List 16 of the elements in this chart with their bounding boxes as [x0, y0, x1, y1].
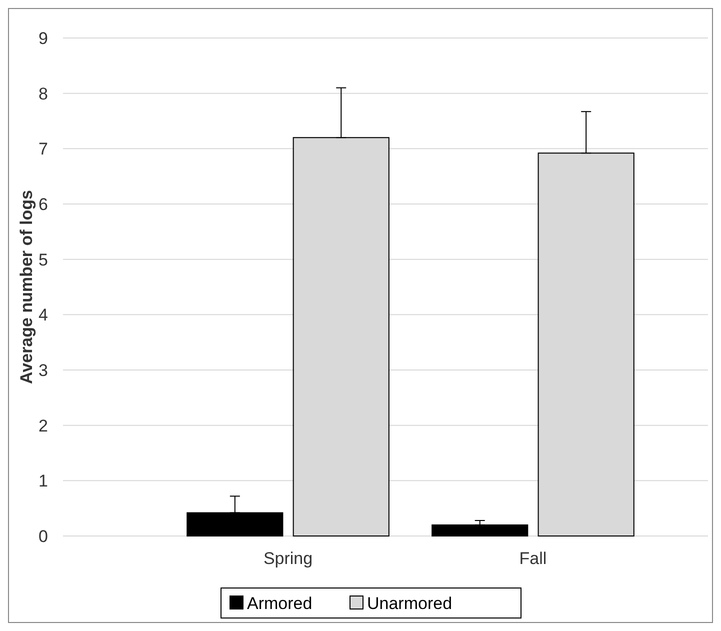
legend-label: Armored: [247, 594, 312, 613]
legend-label: Unarmored: [367, 594, 452, 613]
y-tick-label: 8: [38, 84, 48, 104]
y-tick-label: 3: [38, 360, 48, 380]
x-tick-label: Spring: [263, 549, 313, 568]
bar: [432, 524, 528, 536]
y-tick-label: 2: [38, 416, 48, 436]
y-tick-label: 4: [38, 306, 48, 325]
y-tick-label: 6: [38, 194, 48, 214]
y-tick-label: 5: [38, 250, 48, 270]
x-tick-label: Fall: [519, 549, 547, 568]
y-tick-label: 1: [38, 472, 48, 491]
y-tick-label: 0: [38, 526, 48, 546]
y-tick-label: 9: [38, 28, 48, 48]
y-axis-title: Average number of logs: [16, 190, 36, 384]
y-tick-label: 7: [38, 140, 48, 159]
